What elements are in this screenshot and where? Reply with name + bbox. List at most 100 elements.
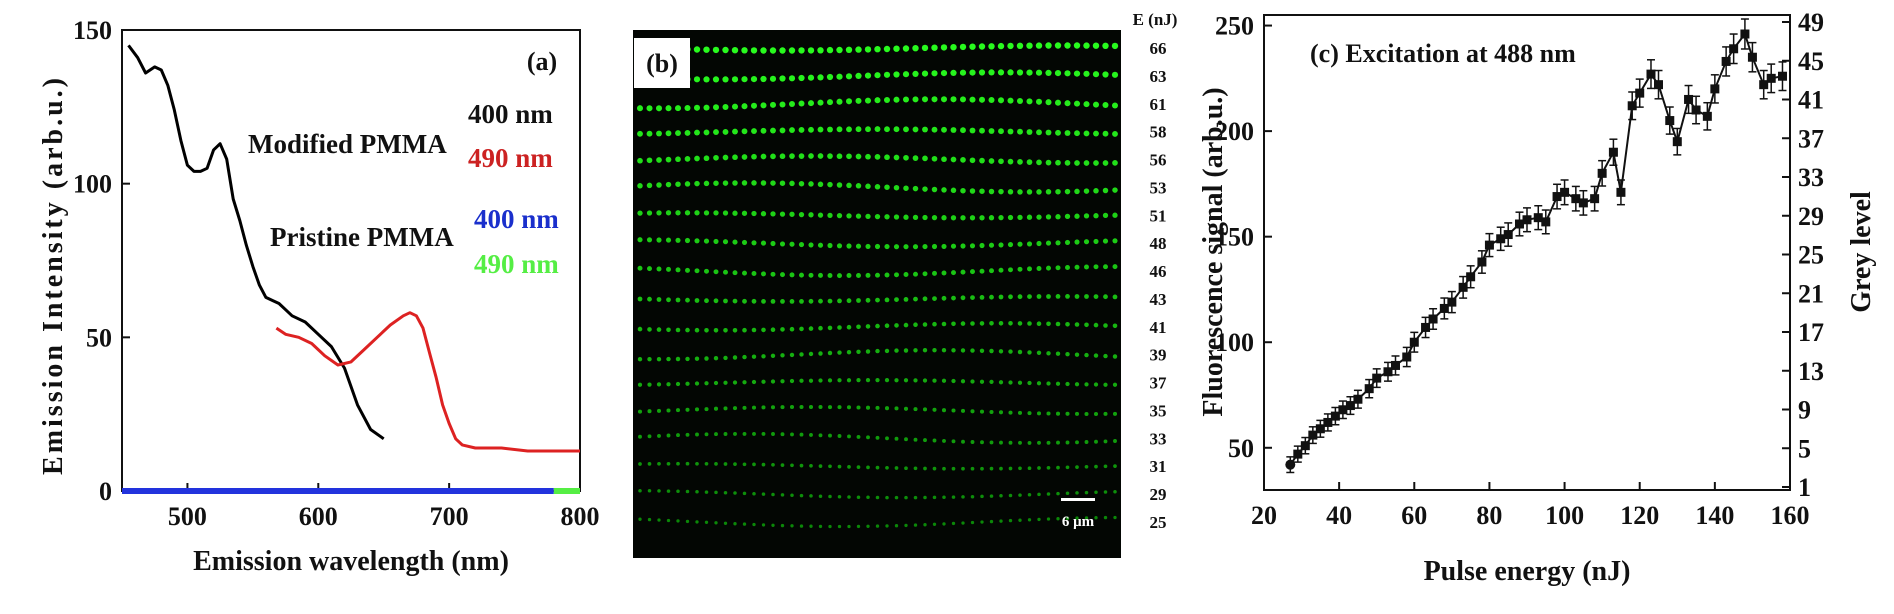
fluorescence-dot: [874, 126, 881, 133]
fluorescence-dot: [827, 181, 833, 188]
fluorescence-dot: [970, 295, 975, 300]
fluorescence-dot: [789, 180, 795, 187]
fluorescence-dot: [912, 70, 919, 78]
fluorescence-dot: [940, 96, 948, 103]
fluorescence-dot: [1103, 264, 1108, 270]
fluorescence-dot: [912, 45, 919, 52]
fluorescence-dot: [712, 76, 720, 83]
fluorescence-dot: [779, 153, 786, 160]
fluorescence-dot: [779, 75, 786, 82]
fluorescence-dot: [722, 210, 729, 216]
fluorescence-dot: [646, 237, 653, 243]
fluorescence-dot: [770, 327, 776, 333]
fluorescence-dot: [1008, 410, 1013, 415]
fluorescence-dot: [999, 466, 1003, 471]
fluorescence-dot: [865, 183, 871, 190]
fluorescence-dot: [809, 494, 813, 498]
fluorescence-dot: [1008, 321, 1013, 326]
fluorescence-dot: [961, 521, 965, 525]
dot-row: [636, 69, 1119, 83]
fluorescence-dot: [960, 348, 966, 353]
fluorescence-dot: [980, 440, 984, 445]
fluorescence-dot: [904, 466, 908, 471]
fluorescence-dot: [988, 96, 995, 104]
fluorescence-dot: [846, 273, 852, 278]
fluorescence-dot: [883, 96, 891, 104]
panel-b-label: (b): [646, 49, 678, 78]
y-tick-label: 100: [73, 170, 112, 199]
fluorescence-dot: [921, 96, 929, 103]
fluorescence-dot: [704, 407, 709, 412]
fluorescence-dot: [693, 104, 701, 111]
fluorescence-dot: [1102, 187, 1109, 194]
fluorescence-dot: [1046, 440, 1051, 445]
fluorescence-dot: [893, 244, 900, 250]
fluorescence-dot: [885, 495, 889, 500]
fluorescence-dot: [647, 517, 652, 522]
fluorescence-dot: [807, 100, 815, 107]
fluorescence-dot: [875, 465, 880, 470]
fluorescence-dot: [988, 158, 995, 164]
fluorescence-dot: [770, 211, 776, 217]
fluorescence-dot: [798, 47, 805, 54]
fluorescence-dot: [685, 356, 690, 362]
fluorescence-dot: [894, 406, 899, 411]
fluorescence-dot: [818, 464, 823, 468]
fluorescence-dot: [656, 210, 662, 216]
fluorescence-dot: [865, 349, 871, 354]
fluorescence-dot: [941, 215, 947, 221]
fluorescence-dot: [950, 96, 957, 103]
fluorescence-dot: [676, 461, 680, 466]
fluorescence-dot: [817, 242, 824, 248]
fluorescence-dot: [1017, 128, 1023, 135]
fluorescence-dot: [931, 243, 938, 250]
fluorescence-dot: [1112, 354, 1118, 359]
data-point: [1635, 88, 1645, 98]
fluorescence-dot: [894, 495, 899, 500]
fluorescence-dot: [656, 356, 662, 362]
fluorescence-dot: [998, 294, 1004, 300]
fluorescence-dot: [1093, 264, 1099, 270]
fluorescence-dot: [989, 440, 994, 445]
pristine-490nm-label: 490 nm: [474, 249, 559, 279]
fluorescence-dot: [731, 76, 739, 83]
fluorescence-dot: [675, 408, 681, 413]
fluorescence-dot: [685, 297, 690, 303]
fluorescence-dot: [903, 297, 909, 302]
fluorescence-dot: [932, 378, 937, 383]
fluorescence-dot: [723, 432, 728, 436]
y-tick-label: 200: [1215, 117, 1254, 146]
fluorescence-dot: [884, 184, 890, 190]
fluorescence-dot: [864, 72, 872, 79]
fluorescence-dot: [647, 296, 652, 302]
fluorescence-dot: [912, 185, 919, 192]
dot-row: [637, 294, 1118, 304]
fluorescence-dot: [733, 462, 737, 466]
fluorescence-dot: [836, 243, 843, 249]
fluorescence-dot: [827, 242, 833, 249]
data-point: [1665, 116, 1675, 126]
fluorescence-dot: [732, 355, 738, 360]
fluorescence-dot: [931, 126, 938, 133]
data-point: [1484, 240, 1494, 250]
fluorescence-dot: [875, 435, 880, 440]
fluorescence-dot: [904, 523, 908, 528]
data-point: [1691, 105, 1701, 115]
fluorescence-dot: [656, 408, 662, 413]
fluorescence-dot: [657, 489, 661, 493]
fluorescence-dot: [695, 432, 699, 437]
fluorescence-dot: [960, 321, 966, 326]
fluorescence-dot: [1065, 381, 1070, 387]
fluorescence-dot: [912, 155, 919, 161]
fluorescence-dot: [741, 210, 748, 216]
fluorescence-dot: [799, 493, 804, 498]
fluorescence-dot: [865, 213, 871, 220]
fluorescence-dot: [780, 379, 785, 384]
fluorescence-dot: [828, 433, 832, 438]
fluorescence-dot: [752, 492, 756, 496]
fluorescence-dot: [941, 270, 947, 276]
fluorescence-dot: [722, 239, 729, 245]
fluorescence-dot: [913, 296, 918, 302]
fluorescence-dot: [780, 432, 785, 437]
